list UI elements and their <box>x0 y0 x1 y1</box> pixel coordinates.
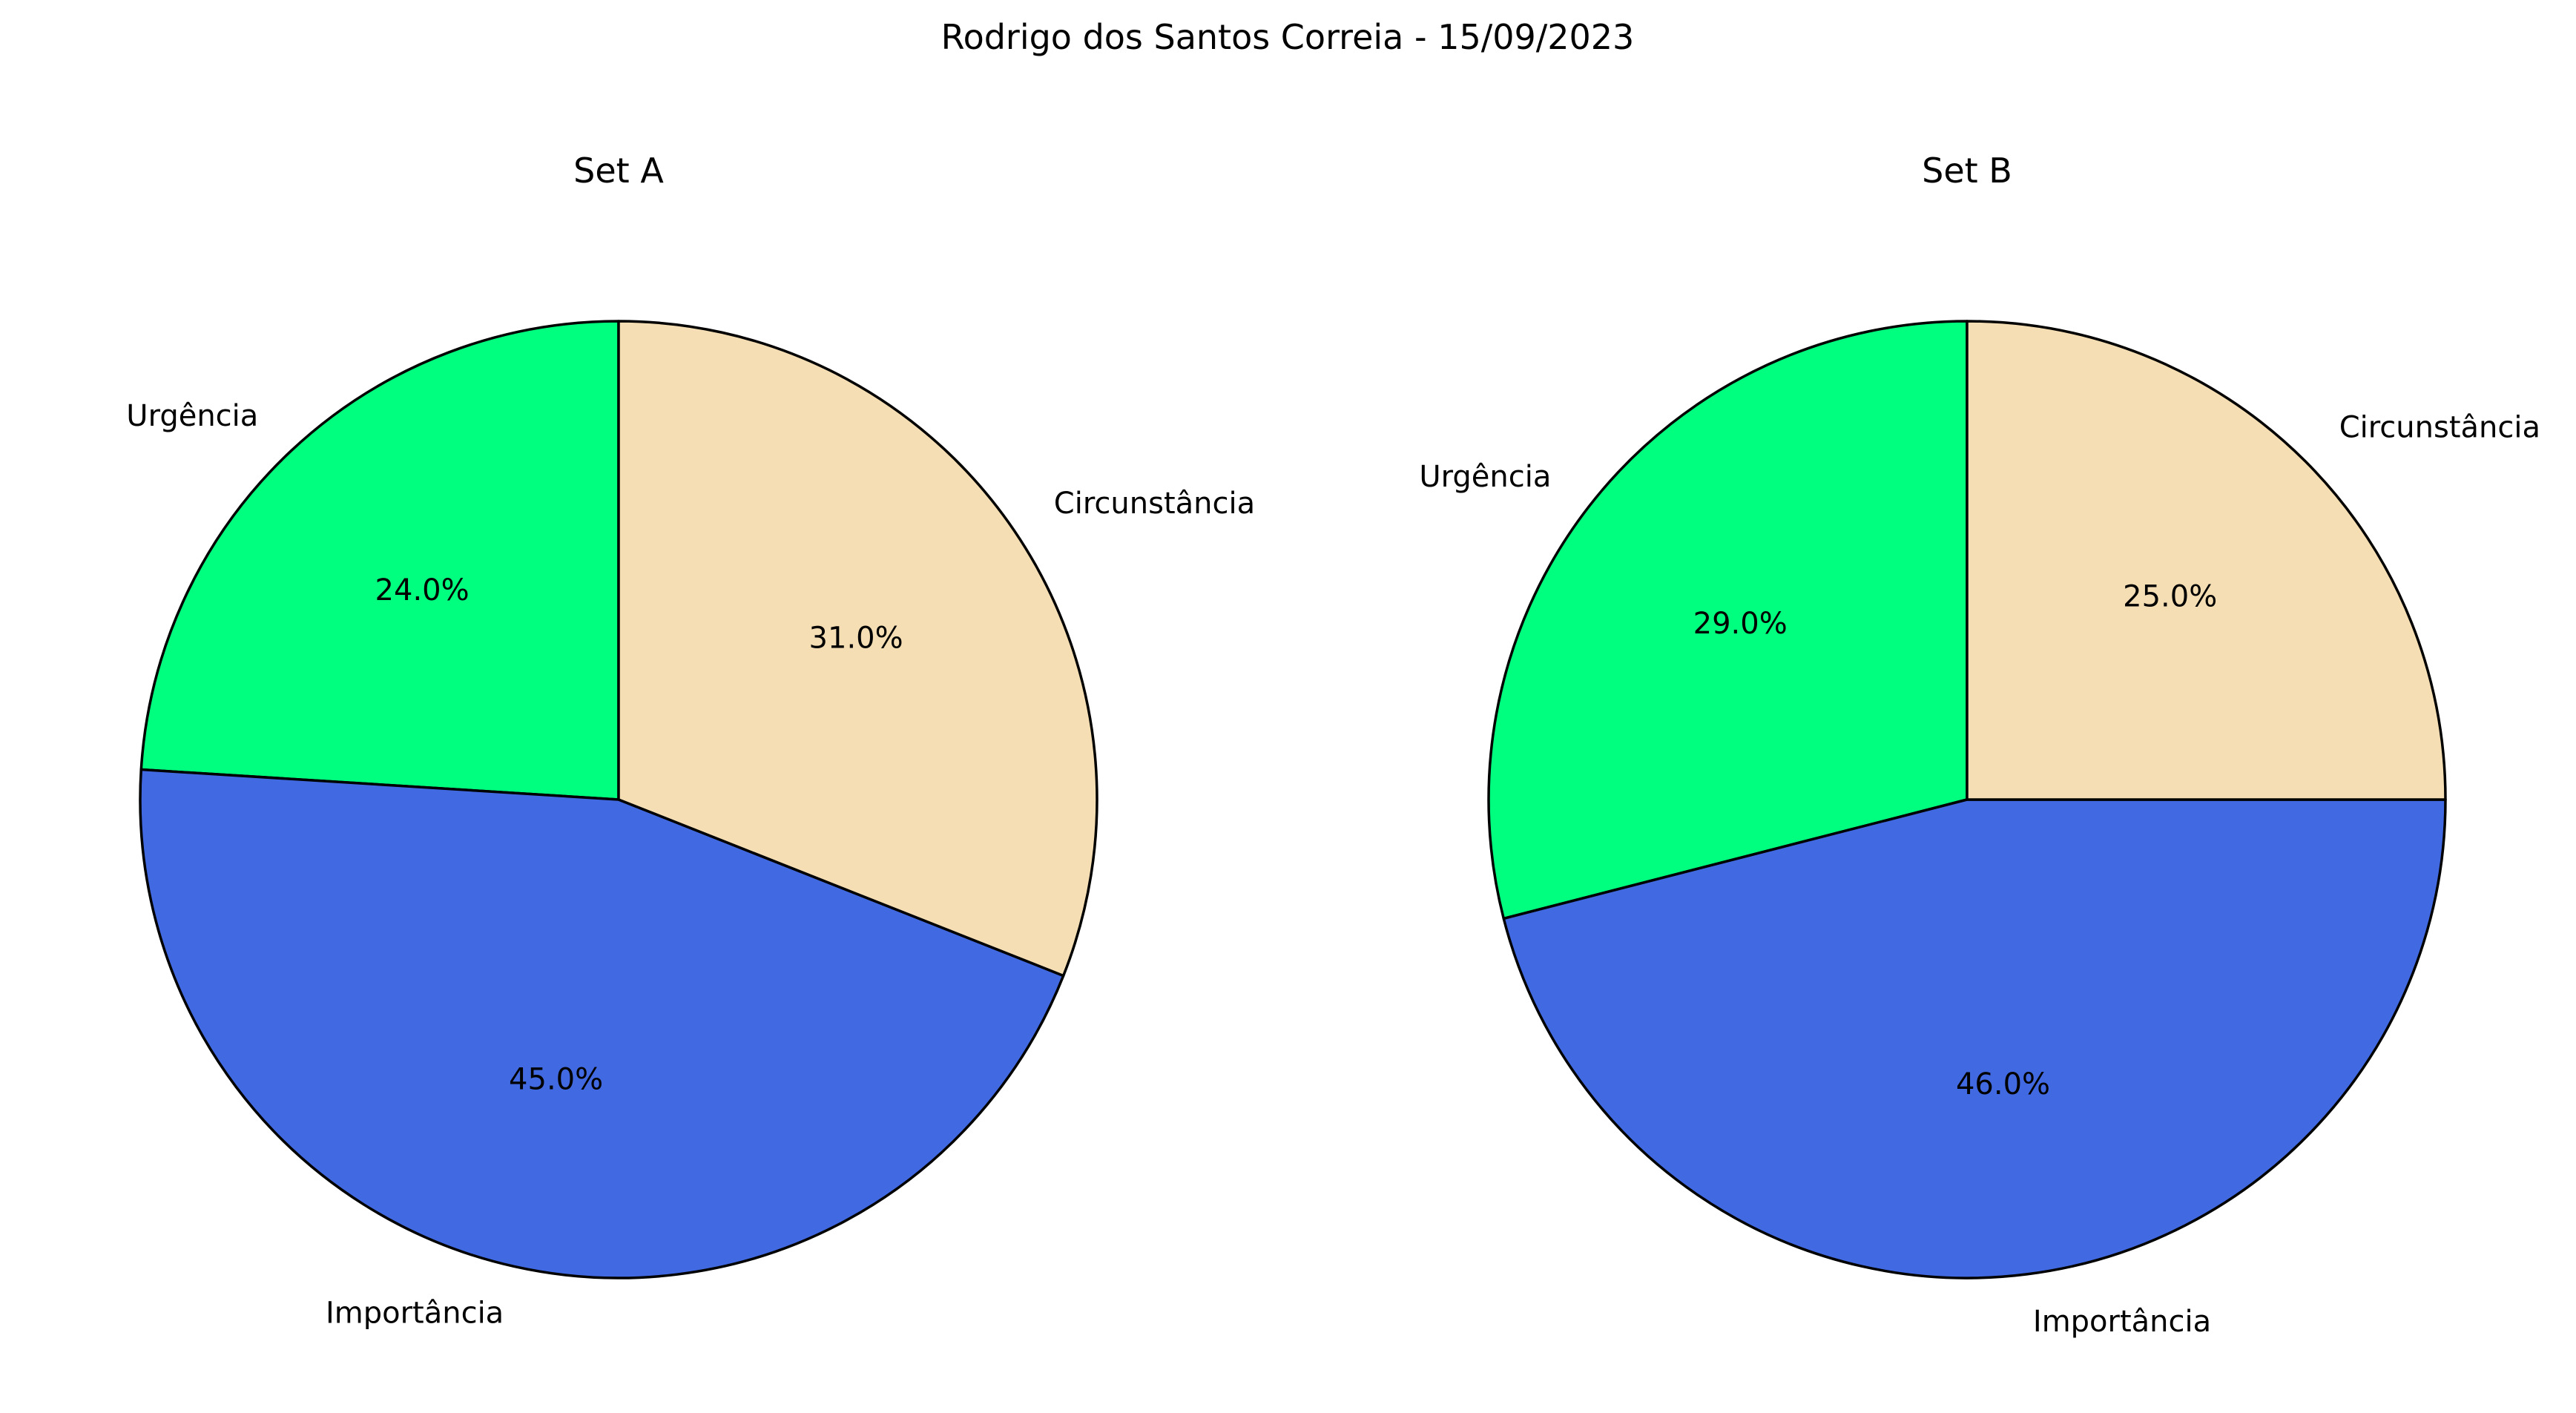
pie-slice-set-a-urgencia <box>139 320 620 801</box>
slice-value-set-b-importancia: 46.0% <box>1956 1067 2050 1101</box>
slice-label-set-a-circunstancia: Circunstância <box>1054 487 1255 521</box>
pie-slice-set-a-circunstancia <box>617 320 1098 978</box>
pie-slice-set-b-importancia <box>1502 798 2447 1279</box>
slice-label-set-b-urgencia: Urgência <box>1419 460 1551 494</box>
slice-label-set-b-circunstancia: Circunstância <box>2339 410 2540 444</box>
slice-label-set-a-urgencia: Urgência <box>126 399 258 433</box>
figure-title: Rodrigo dos Santos Correia - 15/09/2023 <box>941 17 1635 57</box>
slice-value-set-a-importancia: 45.0% <box>509 1063 603 1097</box>
pie-title-set-a: Set A <box>573 151 664 191</box>
pie-slice-set-b-urgencia <box>1487 320 1969 920</box>
pie-title-set-b: Set B <box>1922 151 2012 191</box>
slice-value-set-a-circunstancia: 31.0% <box>809 622 903 656</box>
slice-label-set-a-importancia: Importância <box>326 1296 504 1330</box>
pie-slice-set-b-circunstancia <box>1966 320 2447 801</box>
pie-chart-set-a: Set A Circunstância 31.0% Importância 45.0%… <box>126 151 1255 1330</box>
slice-label-set-b-importancia: Importância <box>2033 1305 2211 1339</box>
slice-value-set-a-urgencia: 24.0% <box>375 573 470 607</box>
slice-value-set-b-urgencia: 29.0% <box>1693 607 1788 641</box>
pie-slice-set-a-importancia <box>139 768 1065 1279</box>
pie-chart-set-b: Set B Circunstância 25.0% Importância 46.0%… <box>1419 151 2540 1339</box>
slice-value-set-b-circunstancia: 25.0% <box>2123 579 2217 613</box>
